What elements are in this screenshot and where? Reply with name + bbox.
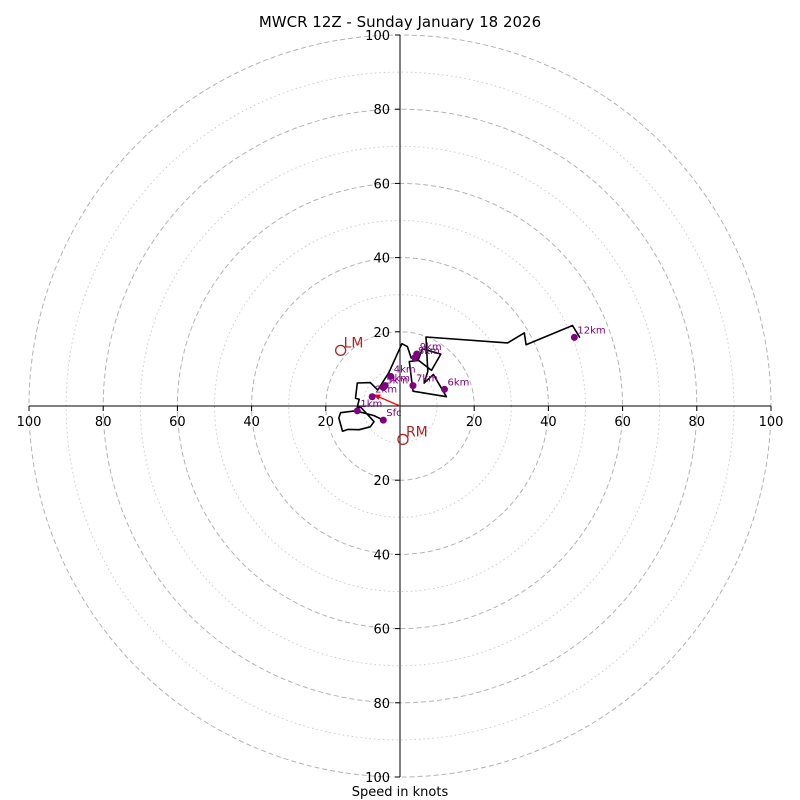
y-tick-label: 80 xyxy=(373,103,390,118)
height-label-2km: 2km xyxy=(375,385,397,396)
x-tick-label: 20 xyxy=(318,415,335,430)
height-point-6km xyxy=(441,385,449,393)
storm-motion-rm-label: RM xyxy=(406,424,428,440)
height-label-1km: 1km xyxy=(360,399,382,410)
chart-title: MWCR 12Z - Sunday January 18 2026 xyxy=(259,13,541,31)
height-label-5km: 5km xyxy=(386,375,408,386)
height-label-7km: 7km xyxy=(416,374,438,385)
storm-motion-rm-marker xyxy=(397,433,409,446)
x-tick-label: 20 xyxy=(466,415,483,430)
x-tick-label: 60 xyxy=(169,415,186,430)
y-tick-label: 100 xyxy=(365,29,390,44)
height-point-12km xyxy=(570,333,578,341)
height-label-6km: 6km xyxy=(448,377,470,388)
hodograph-trace xyxy=(337,324,581,433)
y-tick-label: 20 xyxy=(373,326,390,341)
x-tick-label: 100 xyxy=(17,415,42,430)
height-point-5km xyxy=(379,383,387,391)
y-tick-label: 40 xyxy=(373,548,390,563)
height-label-12km: 12km xyxy=(577,325,605,336)
height-label-Sfc: Sfc xyxy=(386,408,401,419)
x-tick-label: 40 xyxy=(540,415,557,430)
height-label-3km: 3km xyxy=(388,374,410,385)
y-tick-label: 60 xyxy=(373,177,390,192)
y-tick-label: 20 xyxy=(373,474,390,489)
x-tick-label: 100 xyxy=(759,415,784,430)
height-label-8km: 8km xyxy=(418,346,440,357)
x-axis-label: Speed in knots xyxy=(352,785,449,800)
height-point-1km xyxy=(353,407,361,415)
storm-motion-lm-label: LM xyxy=(344,335,364,351)
height-point-Sfc xyxy=(379,416,387,424)
height-label-4km: 4km xyxy=(394,364,416,375)
x-tick-label: 60 xyxy=(614,415,631,430)
height-point-7km xyxy=(409,382,417,390)
y-tick-label: 80 xyxy=(373,697,390,712)
y-tick-label: 100 xyxy=(365,771,390,786)
y-tick-label: 60 xyxy=(373,623,390,638)
storm-motion-lm-marker xyxy=(334,344,347,357)
height-point-9km xyxy=(413,350,421,358)
x-tick-label: 80 xyxy=(95,415,112,430)
x-tick-label: 40 xyxy=(243,415,260,430)
height-label-9km: 9km xyxy=(420,342,442,353)
tick-labels: 100 80 60 40 20 20 40 60 80 100 100 80 60 40 20 20 40 60 8… xyxy=(17,29,784,786)
height-point-4km xyxy=(387,372,395,380)
y-tick-label: 40 xyxy=(373,252,390,267)
height-point-2km xyxy=(368,393,376,401)
storm-motion-markers: LM RM xyxy=(334,335,428,446)
x-tick-label: 80 xyxy=(689,415,706,430)
